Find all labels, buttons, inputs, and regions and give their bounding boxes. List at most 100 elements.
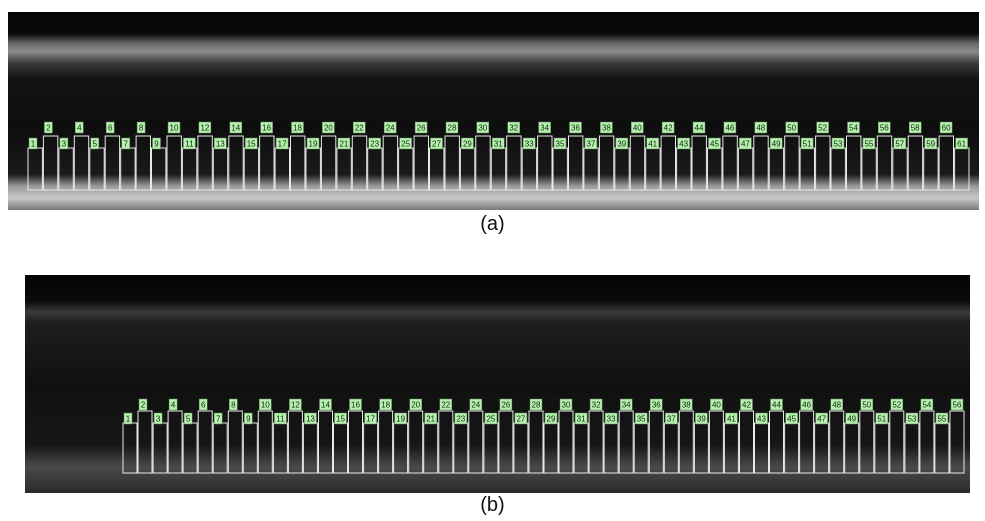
panel-a-tooth-label: 55	[864, 140, 873, 149]
panel-a-tooth-label-bg	[584, 137, 598, 150]
panel-a-tooth-box	[506, 135, 522, 191]
panel-b-tooth-label: 23	[456, 415, 465, 424]
panel-b-tooth-label: 19	[396, 415, 405, 424]
panel-b-tooth-label-bg	[259, 398, 272, 411]
panel-b-tooth-label: 8	[231, 401, 236, 410]
panel-a-tooth-label: 39	[617, 140, 626, 149]
panel-b-tooth-label: 13	[306, 415, 315, 424]
panel-a-tooth-label: 47	[741, 140, 750, 149]
panel-a-tooth-label: 41	[648, 140, 657, 149]
panel-b-tooth-box	[257, 410, 273, 474]
panel-b-tooth-box	[287, 410, 303, 474]
panel-a-tooth-label: 60	[942, 124, 951, 133]
panel-a-tooth-label-bg	[569, 121, 582, 134]
panel-a-tooth-label-bg	[816, 121, 829, 134]
panel-b-tooth-label: 27	[516, 415, 525, 424]
panel-b-tooth-label-bg	[785, 412, 798, 425]
panel-a-tooth-box	[42, 135, 59, 191]
panel-b-tooth-label-bg	[905, 412, 919, 425]
panel-a-tooth-box	[135, 135, 152, 191]
panel-a-tooth-label: 15	[247, 140, 256, 149]
panel-b-tooth-label: 1	[126, 415, 131, 424]
panel-a-tooth-label: 22	[355, 124, 364, 133]
panel-a-tooth-label: 42	[664, 124, 673, 133]
panel-a-tooth-label: 38	[602, 124, 611, 133]
panel-b-tooth-box	[558, 410, 574, 474]
panel-a-tooth-box	[660, 135, 676, 191]
panel-a-tooth-label: 26	[417, 124, 426, 133]
panel-a-tooth-label-bg	[75, 121, 84, 134]
panel-a-tooth-label: 3	[62, 140, 67, 149]
panel-b-tooth-label-bg	[484, 412, 498, 425]
panel-a-tooth-label-bg	[368, 137, 381, 150]
panel-b-tooth-label-bg	[304, 412, 317, 425]
panel-a-tooth-label-bg	[430, 137, 443, 150]
panel-b-tooth-label-bg	[349, 398, 362, 411]
panel-a-tooth-label-bg	[152, 137, 161, 150]
panel-b-tooth-label: 33	[607, 415, 616, 424]
panel-b-tooth-label: 15	[336, 415, 345, 424]
panel-b-tooth-label-bg	[800, 398, 813, 411]
panel-a-tooth-box	[444, 135, 460, 191]
panel-a-tooth-label-bg	[90, 137, 100, 150]
panel-a-tooth-box	[104, 135, 121, 191]
panel-b-tooth-label: 28	[532, 401, 541, 410]
panel-a-tooth-label: 16	[262, 124, 271, 133]
panel-b-tooth-box	[137, 410, 153, 474]
panel-a-tooth-label: 61	[957, 140, 966, 149]
panel-b-tooth-label: 2	[141, 401, 146, 410]
panel-a-tooth-label: 51	[803, 140, 812, 149]
panel-b-tooth-label: 39	[697, 415, 706, 424]
panel-a-tooth-label-bg	[399, 137, 412, 150]
panel-a-tooth-label-bg	[661, 121, 675, 134]
panel-a-tooth-label: 36	[571, 124, 580, 133]
panel-a-tooth-label-bg	[831, 137, 845, 150]
panel-b-tooth-box	[498, 410, 514, 474]
panel-b-tooth-label-bg	[860, 398, 874, 411]
panel-b-tooth-label: 40	[712, 401, 721, 410]
panel-a-tooth-box	[73, 135, 90, 191]
panel-b-tooth-box	[468, 410, 484, 474]
panel-a-tooth-box	[722, 135, 738, 191]
panel-a-tooth-label: 4	[77, 124, 82, 133]
panel-b-tooth-label: 11	[276, 415, 285, 424]
panel-a-tooth-label-bg	[414, 121, 428, 134]
panel-b-tooth-label: 25	[486, 415, 495, 424]
panel-a-teeth: 1234567891011121314151617181920212223242…	[27, 121, 970, 191]
panel-a-tooth-label-bg	[924, 137, 937, 150]
panel-a-tooth-box	[876, 135, 893, 191]
panel-b-tooth-label: 43	[757, 415, 766, 424]
panel-a-tooth-label-bg	[44, 121, 53, 134]
panel-a-tooth-label: 46	[725, 124, 734, 133]
panel-a-tooth-label-bg	[229, 121, 243, 134]
panel-b-tooth-box	[829, 410, 845, 474]
panel-b-tooth-label-bg	[198, 398, 208, 411]
panel-a-tooth-label-bg	[708, 137, 721, 150]
panel-a-tooth-label-bg	[291, 121, 304, 134]
panel-b-tooth-box	[648, 410, 664, 474]
panel-a-tooth-label: 49	[772, 140, 781, 149]
panel-b-tooth-label: 47	[817, 415, 826, 424]
panel-b-tooth-box	[197, 410, 213, 474]
panel-b-tooth-box	[708, 410, 724, 474]
panel-a-tooth-label-bg	[908, 121, 922, 134]
panel-a-tooth-label: 45	[710, 140, 719, 149]
panel-a-tooth-label-bg	[955, 137, 968, 150]
panel-a-tooth-label: 43	[679, 140, 688, 149]
panel-a-tooth-box	[907, 135, 924, 191]
panel-b-tooth-label-bg	[589, 398, 603, 411]
panel-b-tooth-label: 24	[471, 401, 480, 410]
panel-b-tooth-label-bg	[514, 412, 528, 425]
panel-b-tooth-box	[167, 410, 183, 474]
panel-b-tooth-box	[799, 410, 815, 474]
panel-b-tooth-box	[618, 410, 634, 474]
panel-a-tooth-box	[753, 135, 769, 191]
panel-b-tooth-box	[227, 410, 243, 474]
panel-b-tooth-label-bg	[710, 398, 723, 411]
panel-a-tooth-label-bg	[183, 137, 196, 150]
panel-a-tooth-label: 59	[926, 140, 935, 149]
panel-b-tooth-label-bg	[439, 398, 453, 411]
panel-b-tooth-label-bg	[725, 412, 738, 425]
panel-b-tooth-label: 51	[877, 415, 886, 424]
panel-b-tooth-label: 50	[862, 401, 871, 410]
